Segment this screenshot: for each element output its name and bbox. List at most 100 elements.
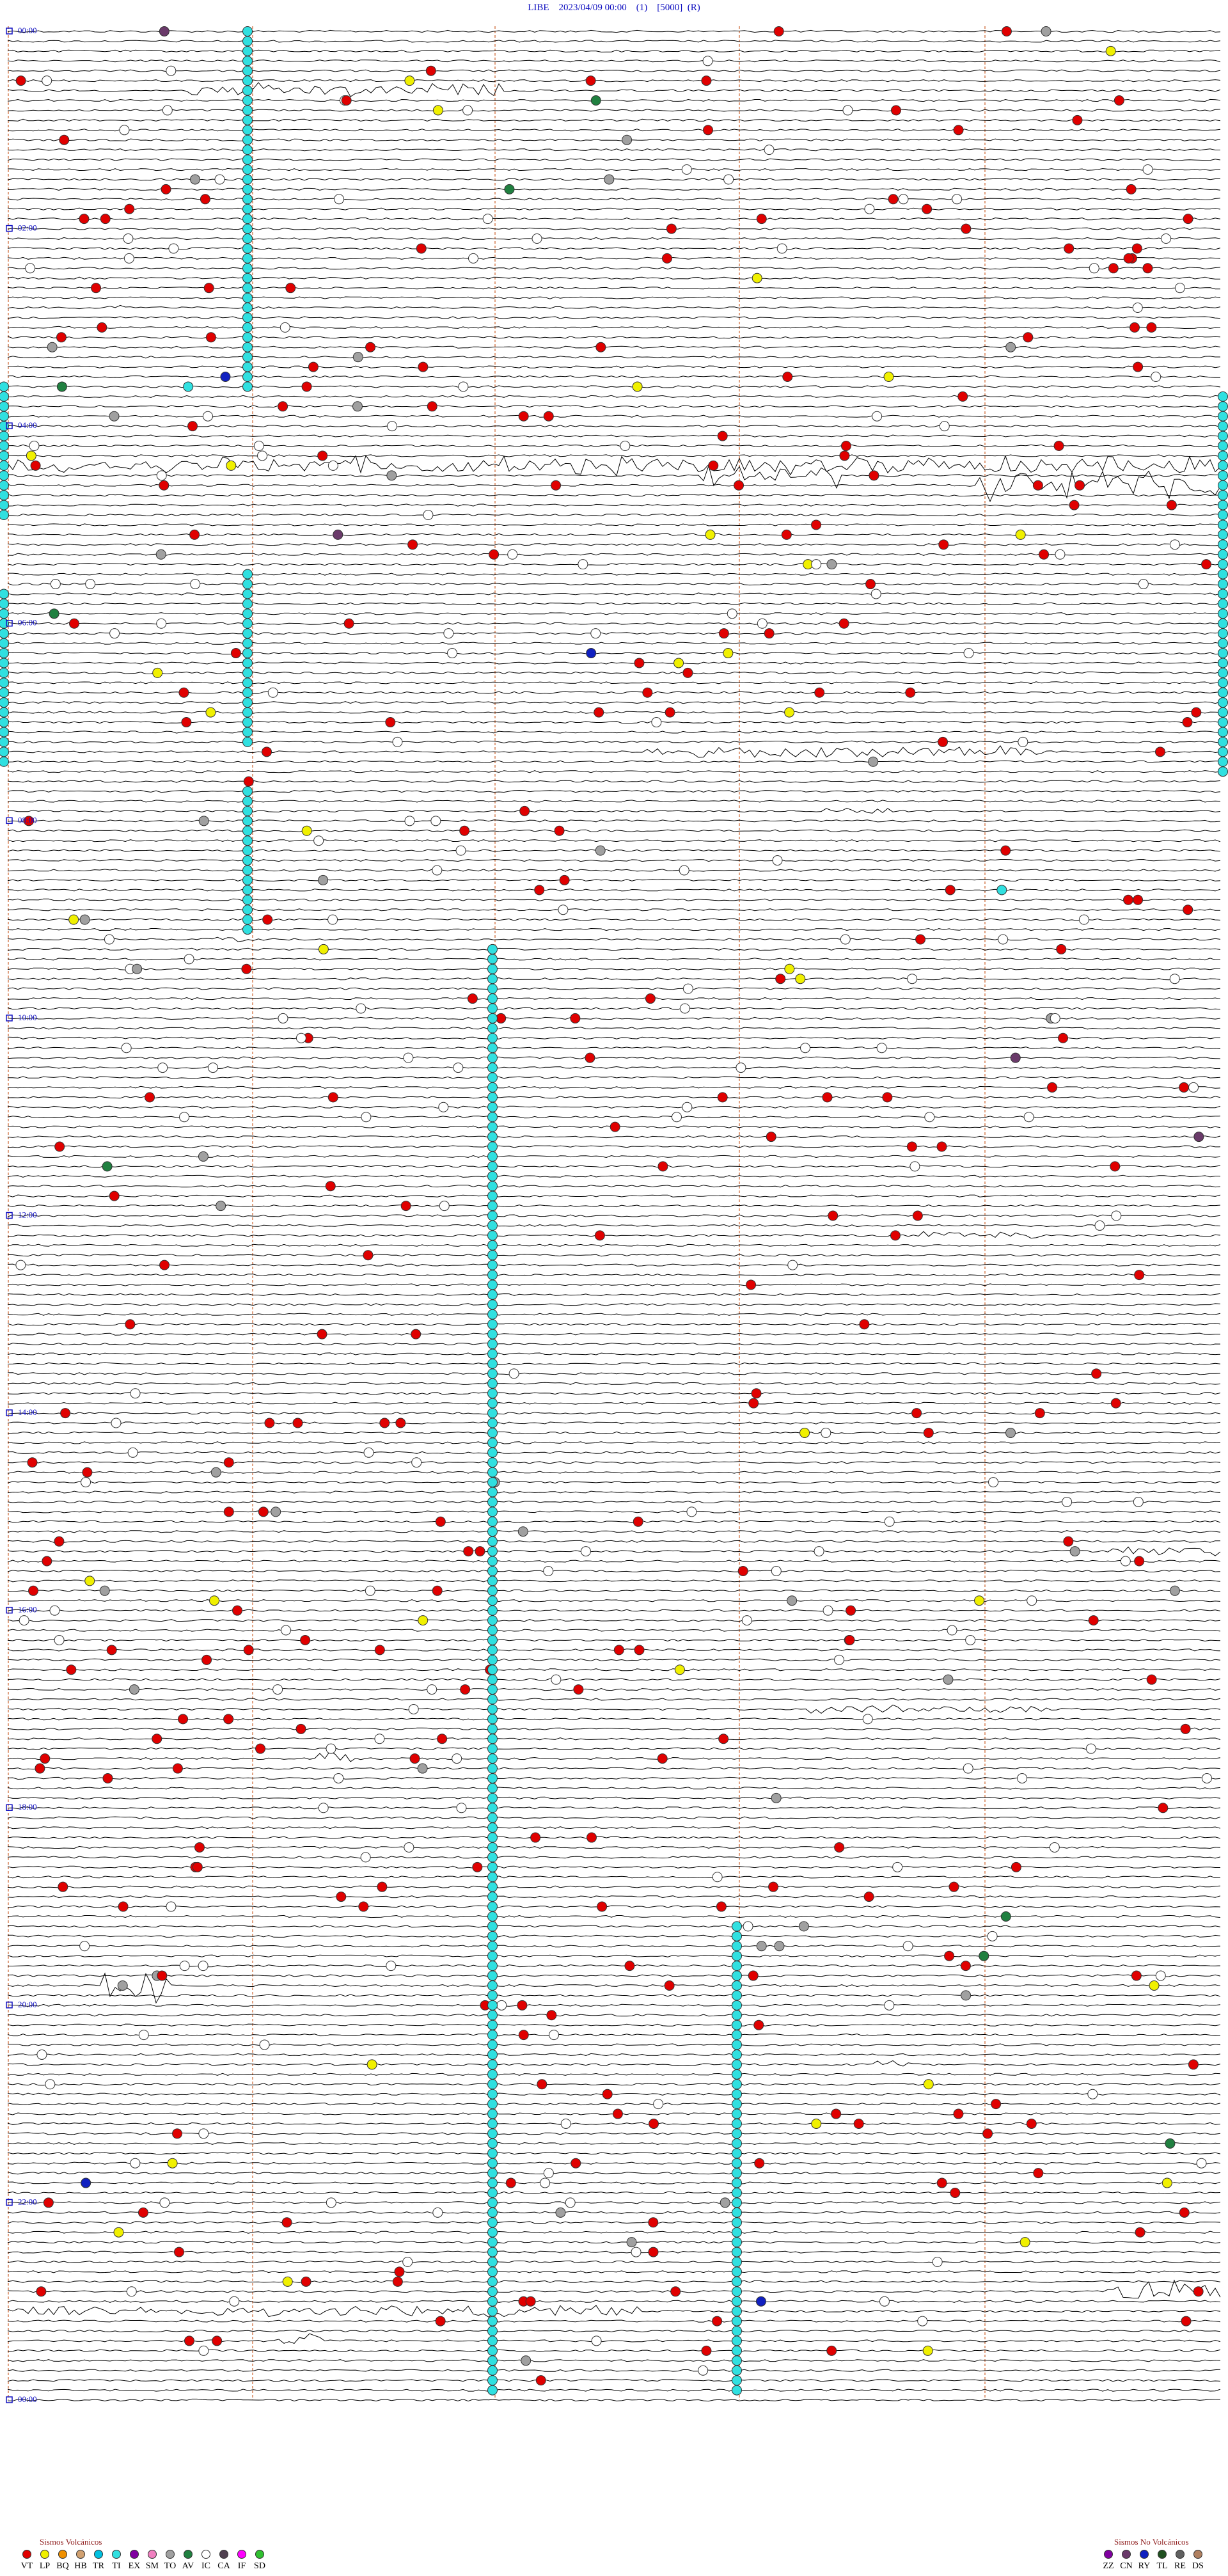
event-marker [1001,26,1012,36]
event-marker [229,2296,240,2307]
event-marker [179,1961,190,1972]
trace [7,958,1221,961]
event-marker [487,1743,498,1754]
event-marker [717,1092,728,1103]
trace [7,2060,1221,2067]
event-marker [487,1210,498,1221]
event-marker [991,2099,1002,2110]
legend-swatch [40,2550,49,2559]
event-marker [505,2177,516,2188]
event-marker [732,1950,742,1961]
event-marker [487,1625,498,1636]
event-marker [487,1723,498,1734]
event-marker [456,1803,467,1813]
event-marker [242,214,253,225]
event-marker [732,2256,742,2267]
event-marker [732,2177,742,2188]
event-marker [987,1931,998,1941]
event-marker [1026,2118,1037,2129]
trace [7,1698,1221,1701]
event-marker [565,2197,576,2208]
trace [7,987,1221,990]
event-marker [573,1684,584,1695]
trace [7,118,1221,122]
event-marker [27,1457,38,1468]
event-marker [126,2286,137,2297]
event-marker [487,1092,498,1103]
event-marker [0,480,9,491]
trace [7,304,1221,310]
event-marker [732,1931,742,1941]
event-marker [686,1506,697,1517]
event-marker [1142,164,1153,175]
trace [7,40,1221,43]
event-marker [242,816,253,826]
event-marker [487,1013,498,1023]
legend-swatch [237,2550,246,2559]
event-marker [1218,539,1228,550]
event-marker [507,549,518,560]
event-marker [487,1990,498,2001]
event-marker [438,1102,449,1112]
event-marker [732,2227,742,2238]
event-marker [487,1536,498,1547]
event-marker [1027,1595,1037,1606]
event-marker [720,2197,730,2208]
event-marker [487,2049,498,2060]
event-marker [241,963,252,974]
event-marker [666,223,677,234]
event-marker [1089,263,1099,274]
event-marker [673,658,684,668]
event-marker [334,194,345,205]
event-marker [1218,401,1228,412]
event-marker [784,963,795,974]
trace [7,257,1221,260]
trace [7,819,1221,823]
event-marker [732,1980,742,1991]
event-marker [487,1645,498,1655]
time-label: 00:00 [18,2394,37,2404]
event-marker [1218,490,1228,501]
trace [8,2043,1221,2046]
trace [7,1905,1221,1908]
event-marker [192,1861,203,1872]
event-marker [60,1408,71,1419]
event-marker [198,2345,209,2356]
event-marker [487,2039,498,2050]
event-marker [242,381,253,392]
event-marker [35,1763,45,1774]
event-marker [54,1634,65,1645]
trace [7,720,1221,724]
event-marker [727,608,737,619]
event-marker [0,401,9,412]
trace [7,839,1221,842]
trace [7,661,1221,665]
event-marker [1069,500,1080,510]
event-marker [257,450,268,461]
event-marker [487,1792,498,1803]
event-marker [15,1260,26,1270]
event-marker [475,1546,485,1557]
event-marker [591,2335,602,2346]
event-marker [356,1003,366,1014]
event-marker [109,1190,120,1201]
trace [7,109,1221,112]
event-marker [1000,845,1011,856]
trace [7,1431,1221,1435]
event-marker [487,1348,498,1359]
trace [7,2349,1221,2353]
event-marker [826,559,837,570]
event-marker [1218,421,1228,432]
event-marker [1146,1674,1157,1685]
event-marker [487,983,498,994]
trace [7,2053,1221,2057]
event-marker [0,441,9,452]
event-marker [743,1921,753,1932]
event-marker [634,658,645,668]
event-marker [49,608,59,619]
legend-swatch [1158,2550,1167,2559]
event-marker [0,598,9,609]
event-marker [242,372,253,383]
event-marker [202,411,213,422]
event-marker [394,2266,405,2277]
